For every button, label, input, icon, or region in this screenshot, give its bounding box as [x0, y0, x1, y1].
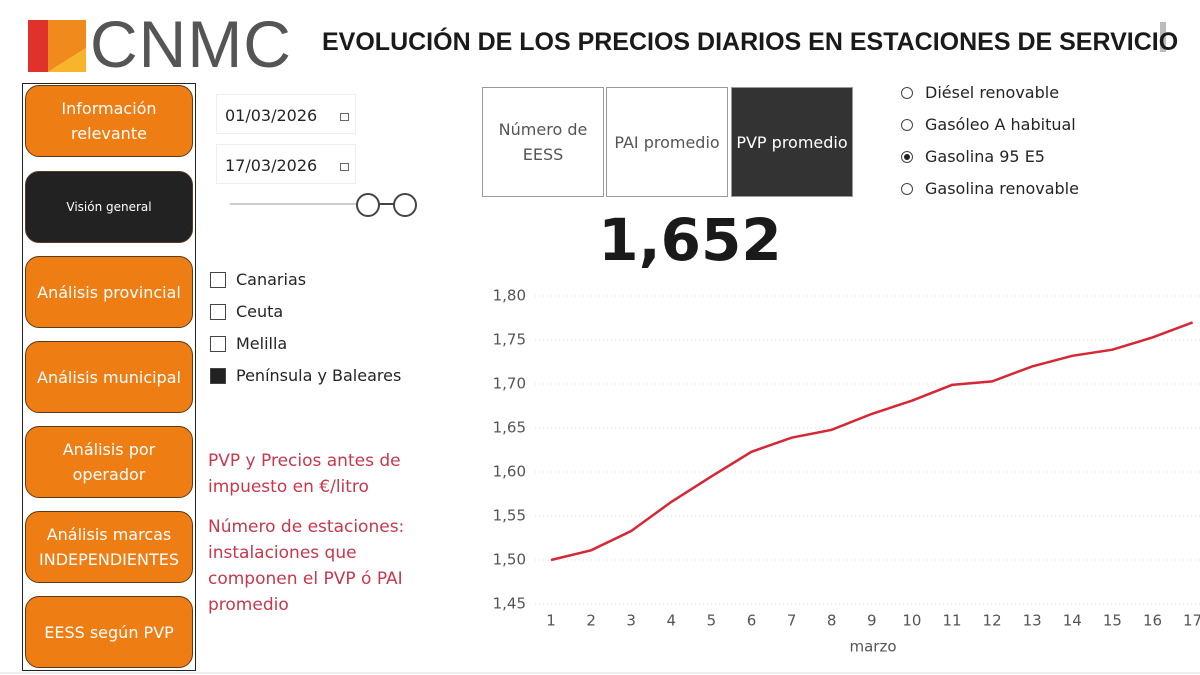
metric-tab[interactable]: PAI promedio	[606, 87, 728, 197]
metric-tab[interactable]: Número de EESS	[482, 87, 604, 197]
checkbox-label: Península y Baleares	[236, 366, 402, 385]
y-tick-label: 1,70	[493, 375, 526, 393]
x-tick-label: 12	[983, 612, 1002, 630]
x-tick-label: 13	[1023, 612, 1042, 630]
checkbox[interactable]	[210, 271, 226, 288]
x-tick-label: 4	[667, 612, 677, 630]
y-tick-label: 1,60	[493, 463, 526, 481]
x-tick-label: 5	[707, 612, 717, 630]
x-tick-label: 2	[586, 612, 596, 630]
price-line	[550, 321, 1194, 562]
checkbox[interactable]	[210, 335, 226, 352]
slider-handle[interactable]	[356, 193, 380, 217]
fuel-radio[interactable]: Gasolina renovable	[901, 179, 1079, 198]
region-checkbox[interactable]: Melilla	[210, 334, 287, 353]
x-tick-label: 17	[1183, 612, 1200, 630]
radio-button[interactable]	[901, 182, 913, 195]
note: PVP y Precios antes de impuesto en €/lit…	[208, 451, 401, 497]
date-input[interactable]: 17/03/2026	[216, 144, 356, 184]
kpi-value: 1,652	[598, 206, 782, 274]
metric-tab[interactable]: PVP promedio	[731, 87, 853, 197]
region-checkbox[interactable]: Ceuta	[210, 302, 283, 321]
region-checkbox[interactable]: Península y Baleares	[210, 366, 401, 385]
note: Número de estaciones: instalaciones que …	[208, 517, 405, 615]
x-tick-label: 7	[787, 612, 797, 630]
nav-button[interactable]: Información relevante	[25, 85, 193, 157]
x-tick-label: 10	[902, 612, 921, 630]
radio-label: Gasóleo A habitual	[925, 115, 1076, 134]
x-tick-label: 1	[546, 612, 556, 630]
x-tick-label: 15	[1103, 612, 1122, 630]
logo-yellow	[48, 48, 86, 72]
nav-button[interactable]: Análisis marcas INDEPENDIENTES	[25, 511, 193, 583]
x-tick-label: 16	[1143, 612, 1162, 630]
nav-button[interactable]: Análisis por operador	[25, 426, 193, 498]
checkbox-label: Canarias	[236, 270, 307, 289]
y-tick-label: 1,65	[493, 419, 526, 437]
radio-label: Gasolina renovable	[925, 179, 1079, 198]
y-tick-label: 1,45	[493, 595, 526, 613]
x-tick-label: 14	[1063, 612, 1082, 630]
fuel-radio[interactable]: Diésel renovable	[901, 83, 1059, 102]
page-title: EVOLUCIÓN DE LOS PRECIOS DIARIOS EN ESTA…	[322, 28, 1179, 56]
x-axis-label: marzo	[849, 638, 896, 656]
fuel-radio[interactable]: Gasóleo A habitual	[901, 115, 1076, 134]
nav-button[interactable]: EESS según PVP	[25, 596, 193, 668]
radio-label: Gasolina 95 E5	[925, 147, 1045, 166]
x-tick-label: 8	[827, 612, 837, 630]
checkbox[interactable]	[210, 367, 226, 384]
slider-handle[interactable]	[393, 193, 417, 217]
x-tick-label: 11	[942, 612, 961, 630]
region-checkbox[interactable]: Canarias	[210, 270, 306, 289]
logo-red	[28, 20, 48, 72]
checkbox-label: Melilla	[236, 334, 288, 353]
x-tick-label: 9	[867, 612, 877, 630]
checkbox[interactable]	[210, 303, 226, 320]
logo-orange	[48, 20, 86, 72]
nav-button[interactable]: Análisis provincial	[25, 256, 193, 328]
scroll-indicator	[1160, 22, 1166, 52]
y-tick-label: 1,80	[493, 287, 526, 305]
logo-text: CNMC	[90, 7, 292, 81]
nav-button[interactable]: Análisis municipal	[25, 341, 193, 413]
radio-button[interactable]	[901, 86, 913, 99]
fuel-radio[interactable]: Gasolina 95 E5	[901, 147, 1045, 166]
x-tick-label: 6	[747, 612, 757, 630]
nav-panel: Información relevante Visión general Análi…	[22, 83, 196, 671]
x-tick-label: 3	[626, 612, 636, 630]
radio-button[interactable]	[901, 118, 913, 131]
checkbox-label: Ceuta	[236, 302, 284, 321]
radio-button[interactable]	[901, 150, 913, 163]
radio-label: Diésel renovable	[925, 83, 1060, 102]
y-tick-label: 1,55	[493, 507, 526, 525]
y-tick-label: 1,75	[493, 331, 526, 349]
date-input[interactable]: 01/03/2026	[216, 94, 356, 134]
y-tick-label: 1,50	[493, 551, 526, 569]
nav-button[interactable]: Visión general	[25, 171, 193, 243]
